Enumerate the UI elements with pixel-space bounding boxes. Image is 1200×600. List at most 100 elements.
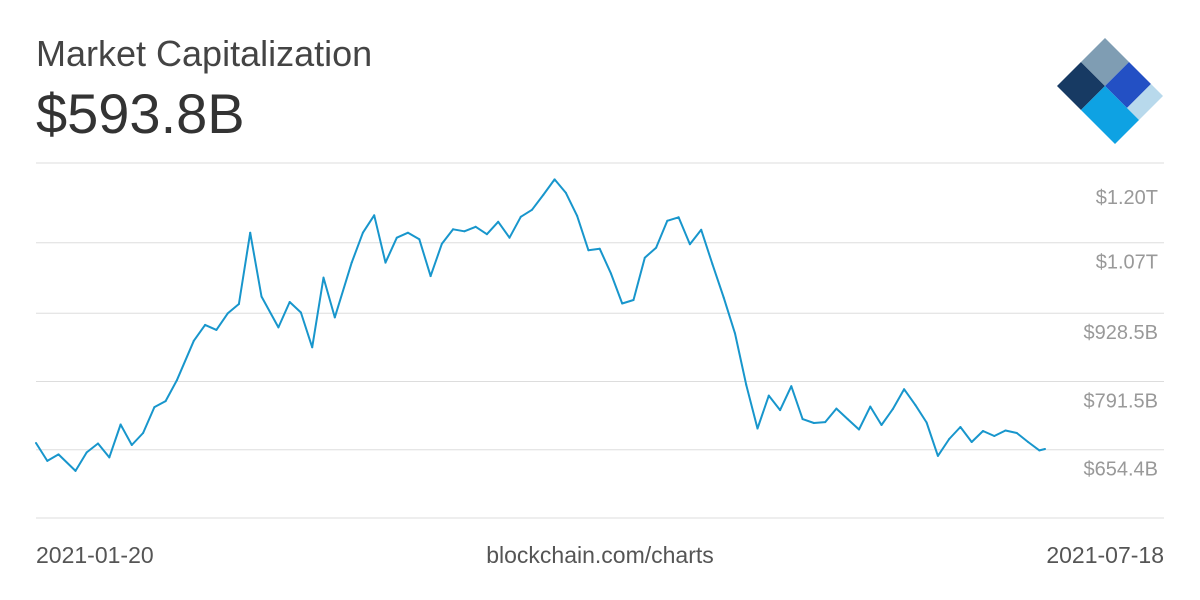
logo-piece-blue [1105,62,1151,108]
data-point [767,394,770,397]
data-point [801,418,804,421]
data-point [226,312,229,315]
data-point [587,249,590,252]
data-point [700,228,703,231]
data-point [734,332,736,335]
y-tick-label: $1.07T [1096,252,1158,274]
data-point [711,263,714,266]
data-point [311,346,314,349]
chart-title: Market Capitalization [36,33,373,74]
data-point [643,256,646,259]
data-point [497,220,500,223]
data-point [463,230,466,233]
data-point [610,272,612,275]
data-point [621,302,624,305]
data-point [1044,448,1046,450]
data-point [982,430,984,432]
data-point [891,408,894,411]
data-point [914,404,917,407]
data-point [756,427,759,430]
data-point [576,214,579,217]
data-point [474,225,477,228]
data-point [790,385,793,388]
data-point [925,421,928,424]
data-point [57,453,60,456]
data-point [85,451,88,454]
data-point [46,459,49,462]
data-point [74,469,77,472]
data-point [970,441,973,443]
data-point [655,246,658,249]
y-tick-label: $928.5B [1083,322,1158,344]
data-point [153,406,156,409]
data-point [812,422,815,424]
data-point [35,442,37,444]
logo-piece-light [1127,84,1163,120]
data-point [542,193,545,196]
data-point [846,418,849,421]
data-point [598,247,601,250]
data-point [688,243,691,246]
data-point [333,316,336,319]
data-point [677,216,680,219]
data-point [175,379,178,382]
current-market-cap-value: $593.8B [36,82,245,145]
grid-lines [36,162,1164,519]
data-point [745,383,748,386]
data-point [119,423,122,426]
data-point [418,238,421,241]
y-tick-label: $791.5B [1083,390,1158,412]
data-point [164,400,167,403]
data-point [722,296,725,299]
data-point [108,456,111,459]
data-point [361,231,364,234]
data-point [993,435,996,437]
data-point [440,242,443,245]
data-point [249,231,252,234]
data-point [97,442,99,445]
data-point [824,421,827,424]
data-point [869,405,872,408]
data-point [508,236,511,239]
data-point [1015,432,1018,434]
data-point [215,328,218,331]
data-point [204,323,207,326]
x-axis-start-date: 2021-01-20 [36,542,154,568]
data-point [666,219,669,222]
data-point [322,276,325,279]
data-point [350,261,353,264]
data-point [395,236,398,239]
data-point [531,208,533,211]
data-point [564,191,567,194]
data-point [384,261,387,264]
data-point [288,301,291,303]
data-point [130,444,133,446]
y-tick-label: $654.4B [1083,459,1158,481]
data-point [299,311,302,314]
data-point [260,295,263,298]
data-point [1027,441,1030,443]
data-point [1004,429,1007,432]
data-point [429,275,432,278]
source-link[interactable]: blockchain.com/charts [486,542,714,568]
data-point [936,454,939,457]
y-tick-label: $1.20T [1096,187,1158,209]
data-point [485,233,488,236]
market-cap-series-line [35,178,1046,472]
y-axis-ticks: $654.4B $791.5B $928.5B $1.07T $1.20T [1083,187,1158,481]
data-point [553,178,556,181]
data-point [880,424,883,426]
blockchain-diamond-logo-icon[interactable] [1052,28,1168,144]
data-point [948,438,951,440]
data-point [779,409,782,412]
data-point [407,231,409,234]
data-point [519,215,522,218]
series-layer [35,178,1046,472]
data-point [632,299,635,301]
x-axis-end-date: 2021-07-18 [1046,542,1164,568]
data-point [959,426,962,428]
logo-piece-cyan [1081,86,1139,144]
data-point [452,228,455,231]
